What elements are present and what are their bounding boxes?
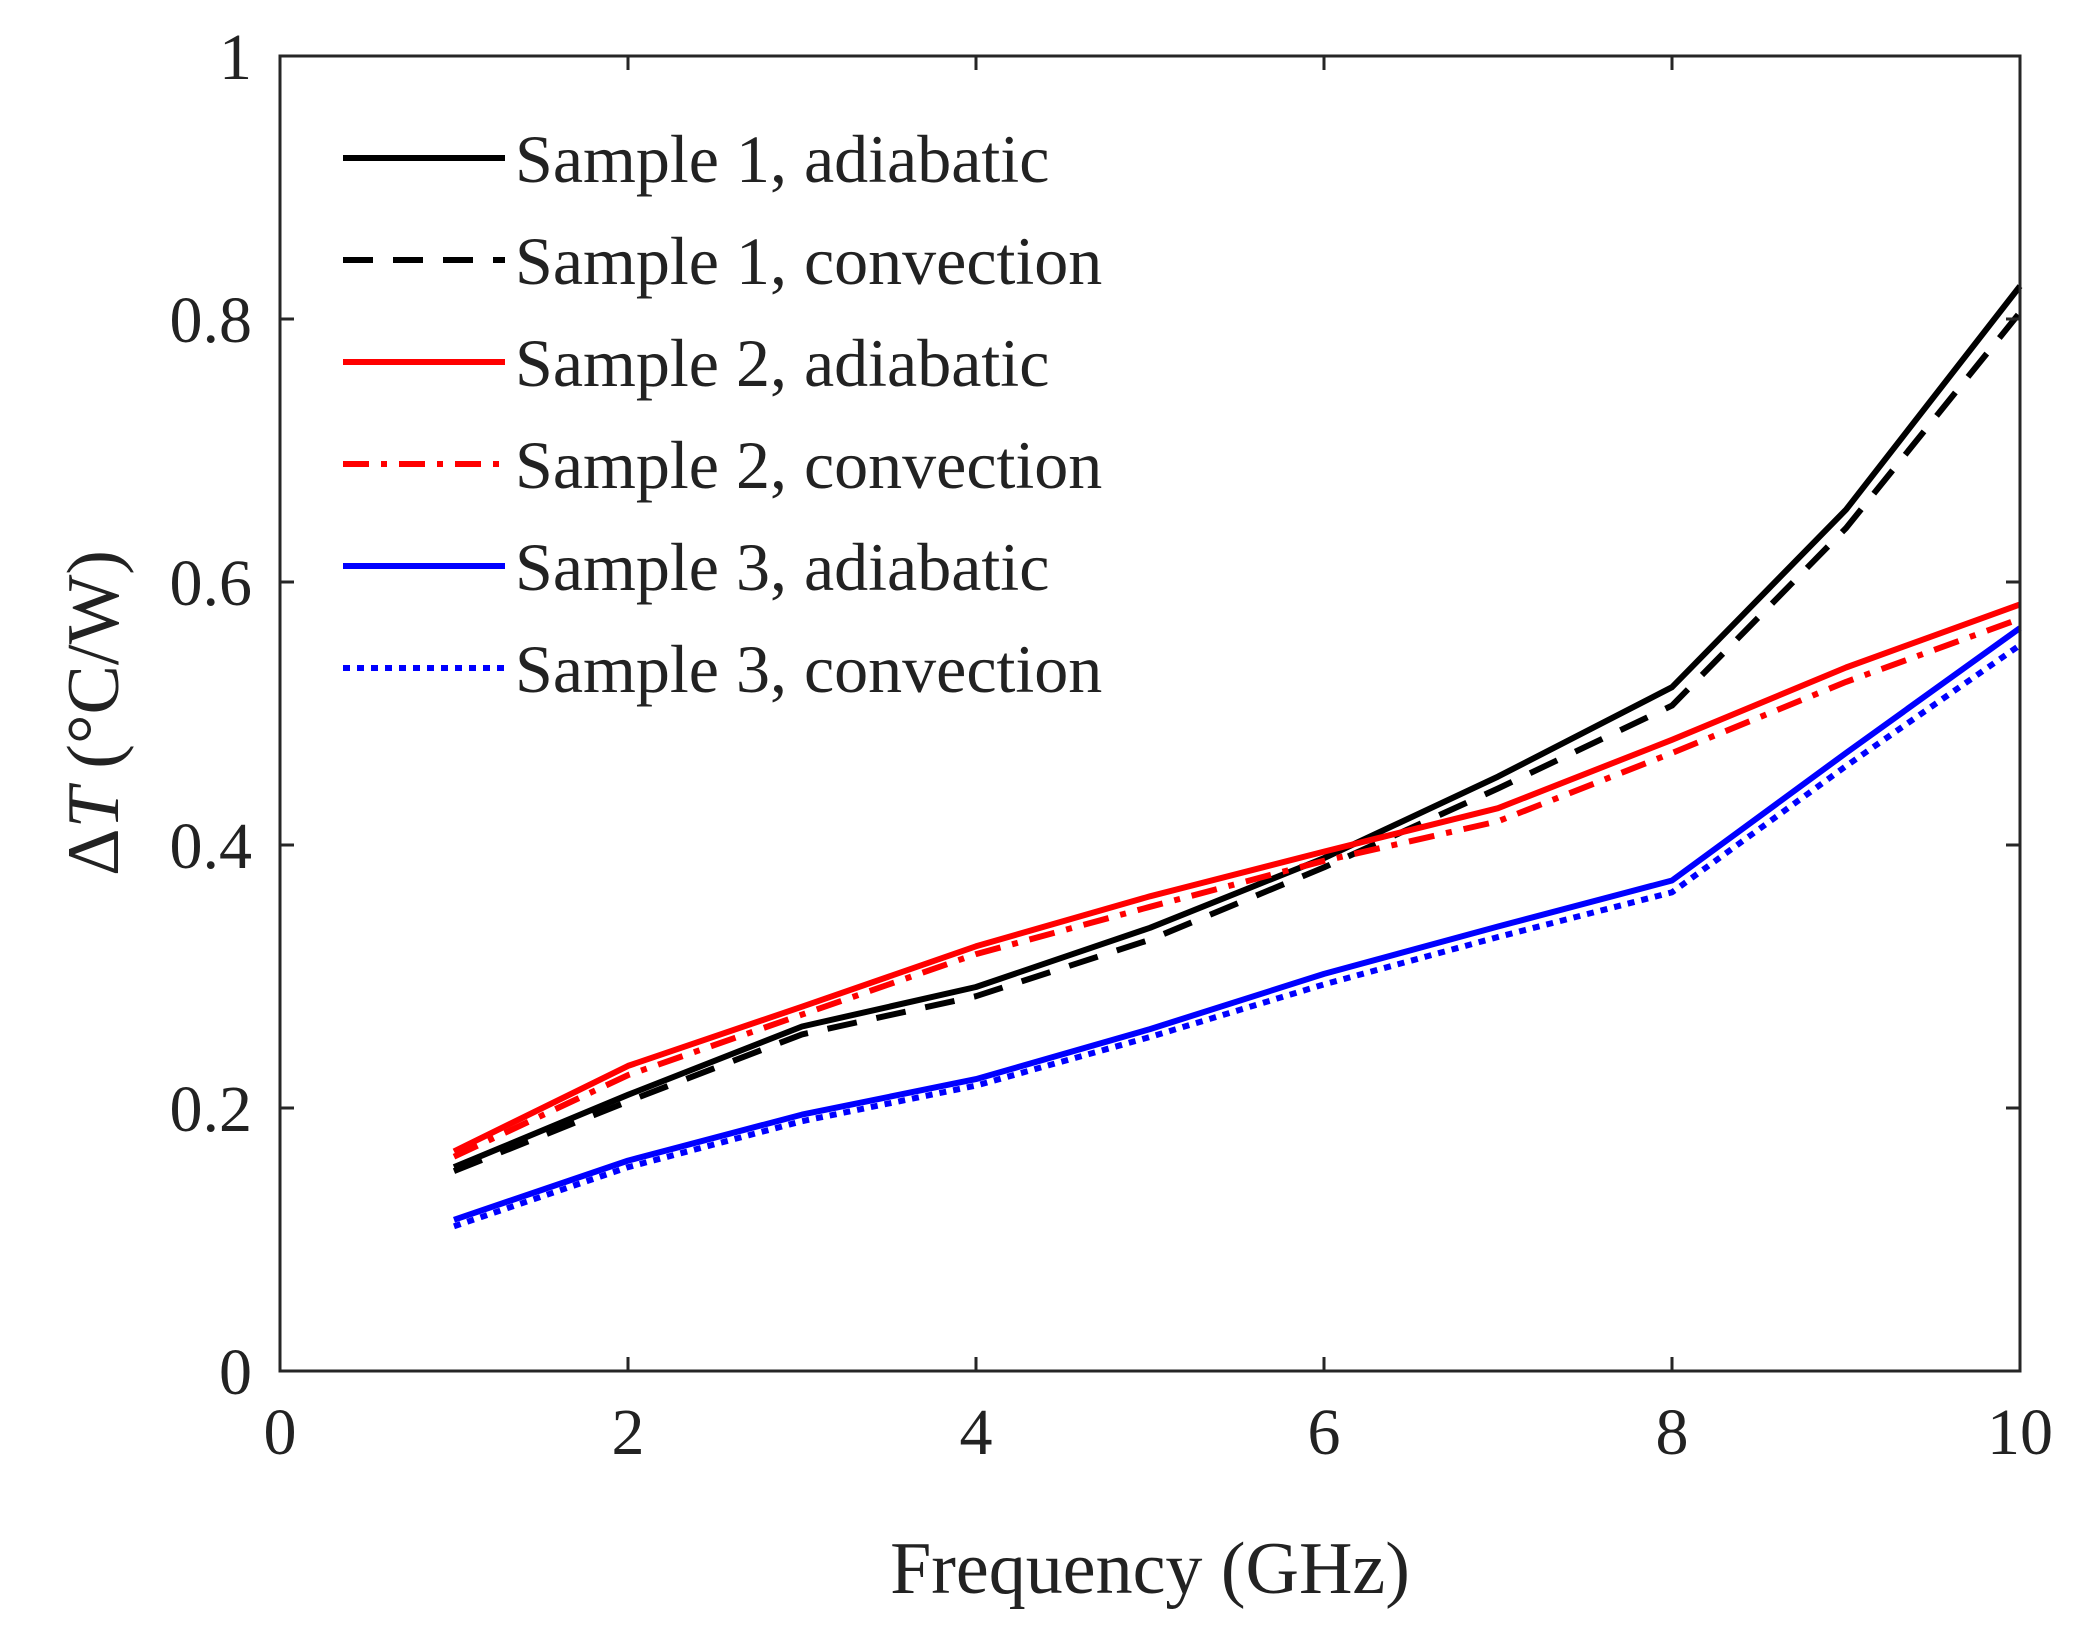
x-tick-label-1: 2 [612,1396,645,1469]
y-tick-label-1: 0.2 [170,1073,253,1146]
legend-label-sample-3-convection: Sample 3, convection [515,631,1102,707]
series-line-sample-2-convection [452,615,2022,1160]
y-tick-label-2: 0.4 [170,810,253,883]
series-layer [452,284,2023,1230]
legend-label-sample-1-convection: Sample 1, convection [515,223,1102,299]
x-tick-label-0: 0 [264,1396,297,1469]
series-line-sample-3-adiabatic [453,625,2022,1223]
y-axis-label-prefix: Δ [53,828,135,876]
x-tick-label-4: 8 [1656,1396,1689,1469]
legend-label-sample-2-adiabatic: Sample 2, adiabatic [515,325,1049,401]
x-tick-label-5: 10 [1987,1396,2053,1469]
series-line-sample-1-convection [452,310,2023,1174]
y-tick-label-0: 0 [219,1336,252,1409]
series-line-sample-1-adiabatic [452,284,2023,1170]
x-axis-label: Frequency (GHz) [890,1528,1410,1610]
y-axis-label-suffix: (°C/W) [53,550,135,787]
y-axis-label-italic: T [53,782,135,828]
y-tick-label-5: 1 [219,21,252,94]
x-tick-label-3: 6 [1308,1396,1341,1469]
y-tick-label-3: 0.6 [170,547,253,620]
x-tick-label-2: 4 [960,1396,993,1469]
y-tick-label-4: 0.8 [170,284,253,357]
series-line-sample-2-adiabatic [452,601,2022,1155]
y-axis-label: ΔT (°C/W) [53,550,135,876]
plot-frame [278,54,2022,1373]
legend: Sample 1, adiabatic Sample 1, convection S… [343,121,1102,707]
legend-label-sample-2-convection: Sample 2, convection [515,427,1102,503]
legend-label-sample-1-adiabatic: Sample 1, adiabatic [515,121,1049,197]
tick-layer: 0 2 4 6 8 10 0 0.2 0.4 0.6 0.8 1 [170,21,2054,1469]
series-line-sample-3-convection [453,642,2022,1230]
legend-label-sample-3-adiabatic: Sample 3, adiabatic [515,529,1049,605]
